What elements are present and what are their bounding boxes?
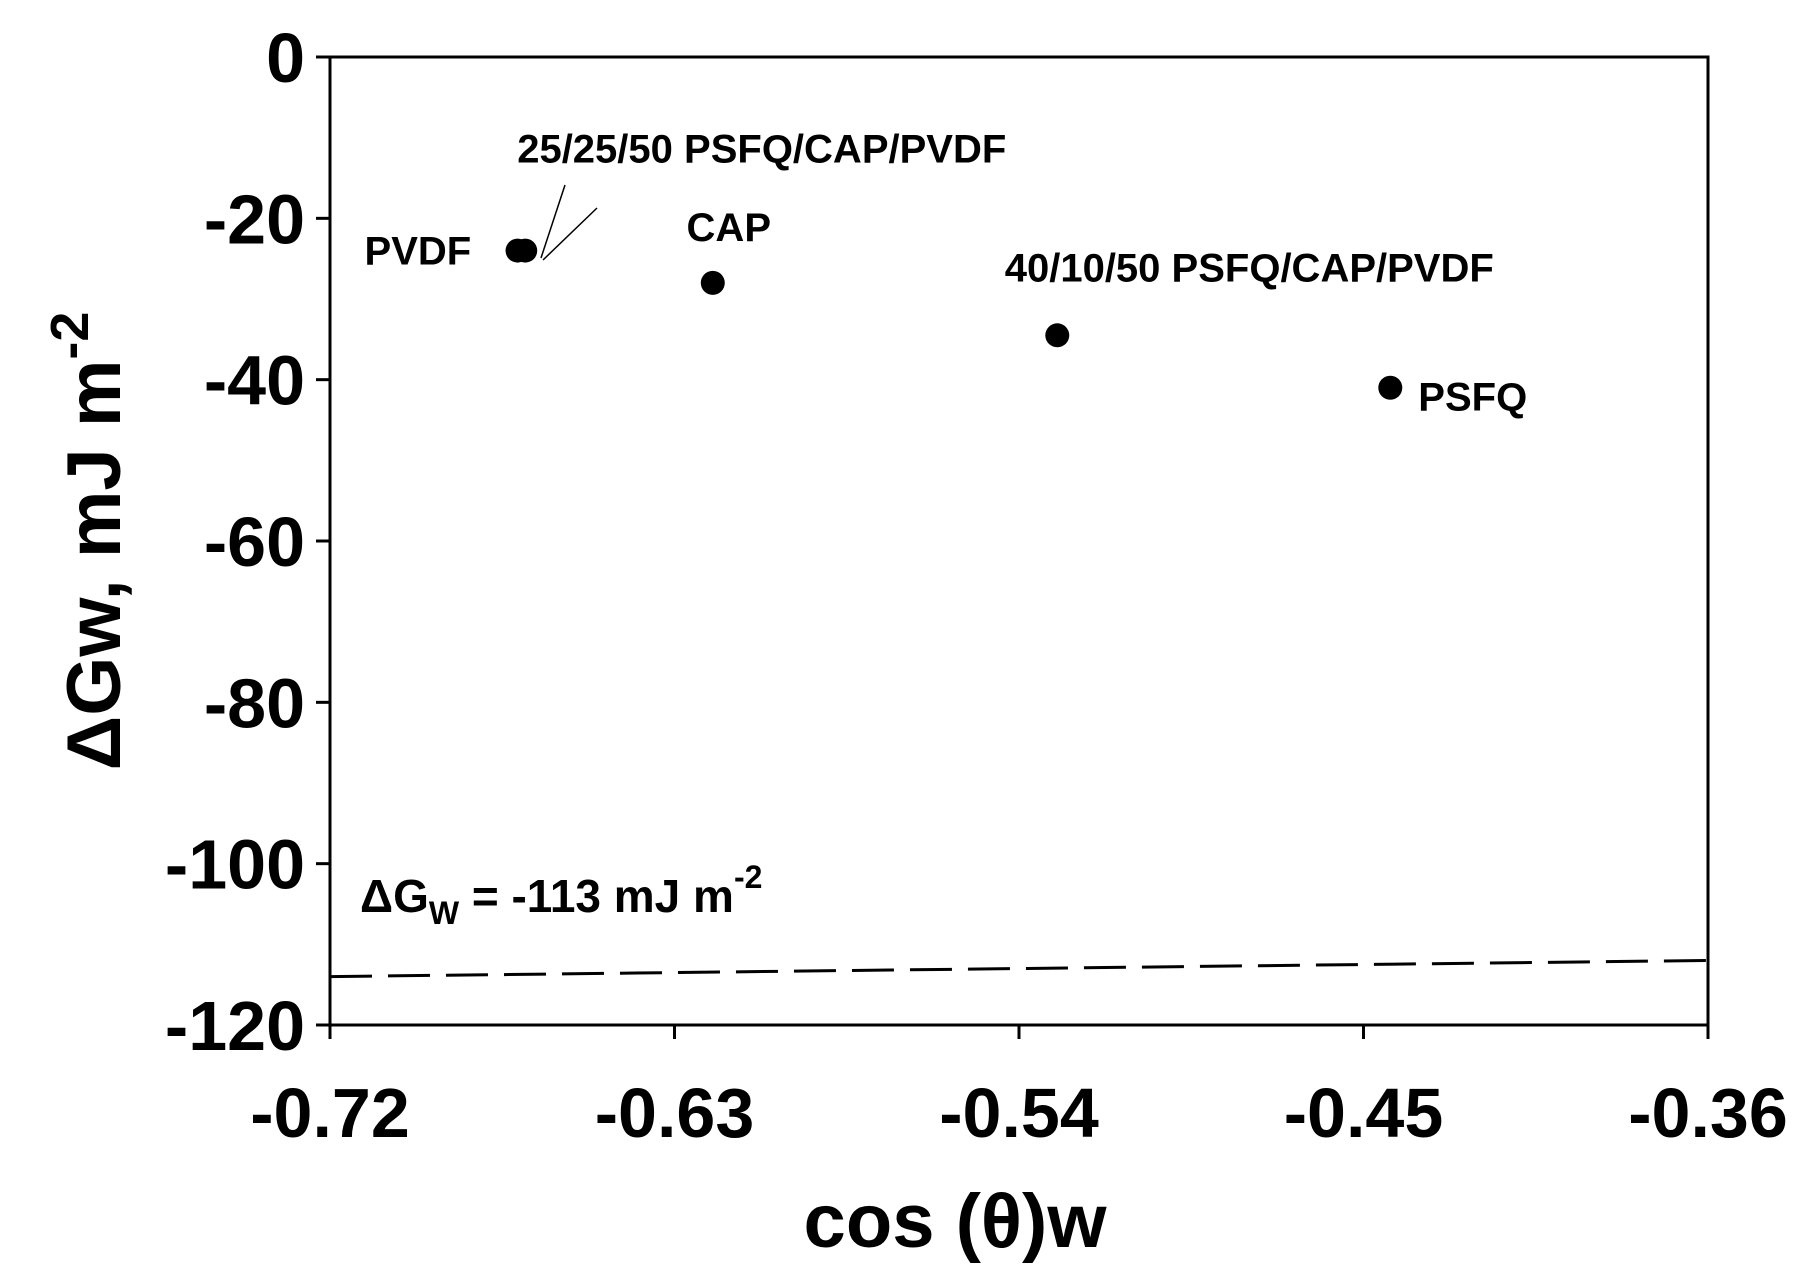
arrow-line-2	[542, 207, 598, 261]
y-tick-label: 0	[266, 19, 305, 97]
y-tick-label: -40	[204, 342, 305, 420]
y-tick-label: -60	[204, 503, 305, 581]
y-axis-title: ΔGw, mJ m-2	[40, 312, 137, 771]
y-tick-label: -80	[204, 664, 305, 742]
data-point	[513, 238, 538, 263]
point-label: PVDF	[365, 230, 472, 274]
x-axis-ticks: -0.72 -0.63 -0.54 -0.45 -0.36	[250, 1025, 1788, 1152]
point-label: PSFQ	[1418, 376, 1527, 420]
x-tick-label: -0.36	[1628, 1074, 1788, 1152]
point-label: 40/10/50 PSFQ/CAP/PVDF	[1005, 246, 1494, 290]
y-tick-label: -20	[204, 180, 305, 258]
data-point	[1045, 323, 1070, 348]
reference-line-label: ΔGW = -113 mJ m-2	[360, 859, 762, 931]
x-tick-label: -0.63	[595, 1074, 755, 1152]
data-points	[505, 238, 1403, 400]
x-tick-label: -0.54	[939, 1074, 1099, 1152]
point-label: 25/25/50 PSFQ/CAP/PVDF	[517, 128, 1006, 172]
x-axis-title: cos (θ)w	[804, 1179, 1108, 1264]
x-tick-label: -0.72	[250, 1074, 410, 1152]
point-labels: PVDF 25/25/50 PSFQ/CAP/PVDF CAP 40/10/50 PS…	[365, 128, 1528, 420]
data-point	[700, 270, 725, 295]
y-axis-ticks: 0 -20 -40 -60 -80 -100 -120	[165, 19, 330, 1065]
y-tick-label: -120	[165, 987, 305, 1065]
point-label: CAP	[687, 206, 771, 250]
annotation-arrows	[540, 184, 598, 261]
arrow-line-1	[540, 184, 566, 259]
y-tick-label: -100	[165, 826, 305, 904]
reference-line	[329, 958, 1709, 979]
x-tick-label: -0.45	[1284, 1074, 1444, 1152]
data-point	[1378, 375, 1403, 400]
